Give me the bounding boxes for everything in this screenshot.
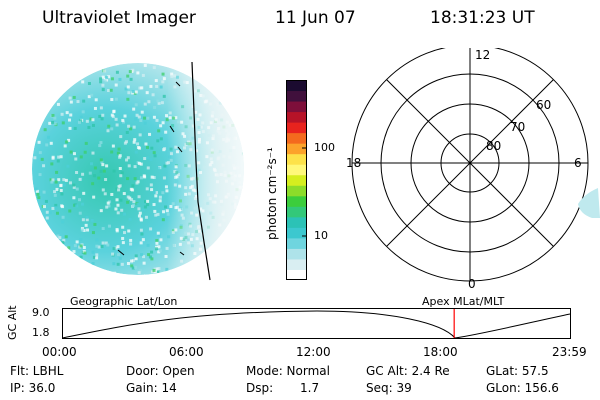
colorbar-tick-10: 10: [314, 229, 328, 242]
instrument-title: Ultraviolet Imager: [42, 8, 196, 28]
colorbar-cell: [286, 237, 307, 249]
colorbar-cell: [286, 90, 307, 102]
time-tick-2: 12:00: [296, 345, 331, 359]
colorbar-cell: [286, 206, 307, 218]
time-tick-3: 18:00: [423, 345, 458, 359]
status-gain: Gain: 14: [126, 381, 177, 395]
mlt-label-0: 0: [468, 277, 476, 288]
status-gc-alt: GC Alt: 2.4 Re: [366, 364, 450, 378]
colorbar-cell: [286, 174, 307, 186]
colorbar-unit-label: photon cm⁻²s⁻¹: [265, 147, 279, 240]
mlt-label-18: 18: [346, 156, 361, 170]
colorbar-cell: [286, 143, 307, 155]
colorbar-cell: [286, 164, 307, 176]
status-mode: Mode: Normal: [246, 364, 330, 378]
polar-mlat-mlt-grid: 12 0 18 6 80 70 60: [346, 48, 600, 288]
mlt-label-6: 6: [574, 156, 582, 170]
terminator-line: [191, 61, 211, 281]
colorbar-cell: [286, 122, 307, 134]
orbit-altitude-plot: [62, 308, 571, 339]
status-dsp-value: 1.7: [300, 381, 320, 395]
time-tick-4: 23:59: [552, 345, 587, 359]
colorbar-cell: [286, 111, 307, 123]
colorbar-cell: [286, 101, 307, 113]
image-date: 11 Jun 07: [275, 8, 356, 28]
orbit-ylabel: GC Alt: [6, 305, 19, 340]
time-tick-0: 00:00: [42, 345, 77, 359]
status-door: Door: Open: [126, 364, 195, 378]
status-dsp-label: Dsp:: [246, 381, 274, 395]
colorbar-cell: [286, 153, 307, 165]
polar-emission-patch: [578, 188, 600, 218]
colorbar-cell: [286, 269, 307, 280]
status-seq: Seq: 39: [366, 381, 412, 395]
status-glon: GLon: 156.6: [486, 381, 559, 395]
time-tick-1: 06:00: [169, 345, 204, 359]
colorbar-cell: [286, 216, 307, 228]
mlat-label-60: 60: [536, 98, 551, 112]
colorbar-cell: [286, 185, 307, 197]
orbit-altitude-curve: [62, 310, 571, 339]
orbit-left-label: Geographic Lat/Lon: [70, 295, 178, 308]
mlat-label-80: 80: [486, 139, 501, 153]
orbit-right-label: Apex MLat/MLT: [422, 295, 505, 308]
colorbar-cell: [286, 195, 307, 207]
intensity-colorbar: [286, 80, 307, 280]
status-glat: GLat: 57.5: [486, 364, 549, 378]
geographic-globe-image: [32, 61, 244, 281]
colorbar-cell: [286, 248, 307, 260]
status-filter: Flt: LBHL: [10, 364, 64, 378]
orbit-ymax: 9.0: [32, 306, 50, 319]
orbit-ymin: 1.8: [32, 326, 50, 339]
colorbar-cell: [286, 132, 307, 144]
status-ip: IP: 36.0: [10, 381, 56, 395]
colorbar-cell: [286, 227, 307, 239]
mlat-label-70: 70: [510, 120, 525, 134]
colorbar-tick-100: 100: [314, 141, 335, 154]
image-time: 18:31:23 UT: [430, 8, 535, 28]
colorbar-cell: [286, 258, 307, 270]
mlt-label-12: 12: [475, 48, 490, 62]
coastline-marks: [117, 81, 185, 256]
colorbar-cell: [286, 80, 307, 92]
